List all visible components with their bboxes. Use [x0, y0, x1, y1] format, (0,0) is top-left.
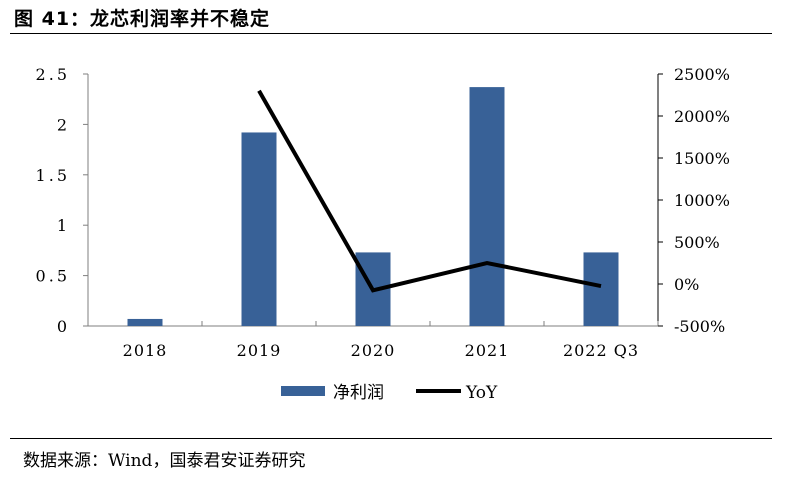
- figure-title: 图 41：龙芯利润率并不稳定: [14, 8, 271, 30]
- right-tick-label: -500%: [674, 317, 725, 336]
- left-tick-label: 1: [57, 216, 70, 235]
- x-tick-label: 2019: [237, 341, 282, 360]
- bar-net-profit: [469, 87, 505, 326]
- bar-net-profit: [127, 318, 163, 326]
- x-tick-label: 2021: [465, 341, 510, 360]
- left-tick-label: 2.5: [36, 65, 70, 84]
- legend-label-net-profit: 净利润: [333, 383, 384, 403]
- data-source-note: 数据来源：Wind，国泰君安证券研究: [23, 451, 306, 471]
- right-tick-label: 1000%: [674, 191, 730, 210]
- left-tick-label: 2: [57, 115, 70, 134]
- right-tick-label: 2000%: [674, 107, 730, 126]
- right-tick-label: 500%: [674, 233, 720, 252]
- right-tick-label: 0%: [674, 275, 699, 294]
- bar-net-profit: [241, 132, 277, 326]
- left-tick-label: 1.5: [36, 166, 70, 185]
- x-tick-label: 2020: [351, 341, 396, 360]
- x-tick-label: 2018: [123, 341, 168, 360]
- profit-chart: 0 0.5 1 1.5 2 2.5 -500% 0% 500% 1000% 1500% 2000% 25…: [36, 65, 730, 403]
- legend-label-yoy: YoY: [465, 383, 498, 403]
- bar-net-profit: [583, 252, 619, 326]
- line-yoy: [257, 89, 602, 293]
- x-tick-label: 2022 Q3: [563, 341, 639, 360]
- right-tick-label: 2500%: [674, 65, 730, 84]
- source-rule: [10, 438, 772, 439]
- left-tick-label: 0.5: [36, 267, 70, 286]
- title-rule: [10, 33, 772, 34]
- left-tick-label: 0: [57, 317, 70, 336]
- legend-swatch-net-profit: [281, 386, 325, 396]
- right-tick-label: 1500%: [674, 149, 730, 168]
